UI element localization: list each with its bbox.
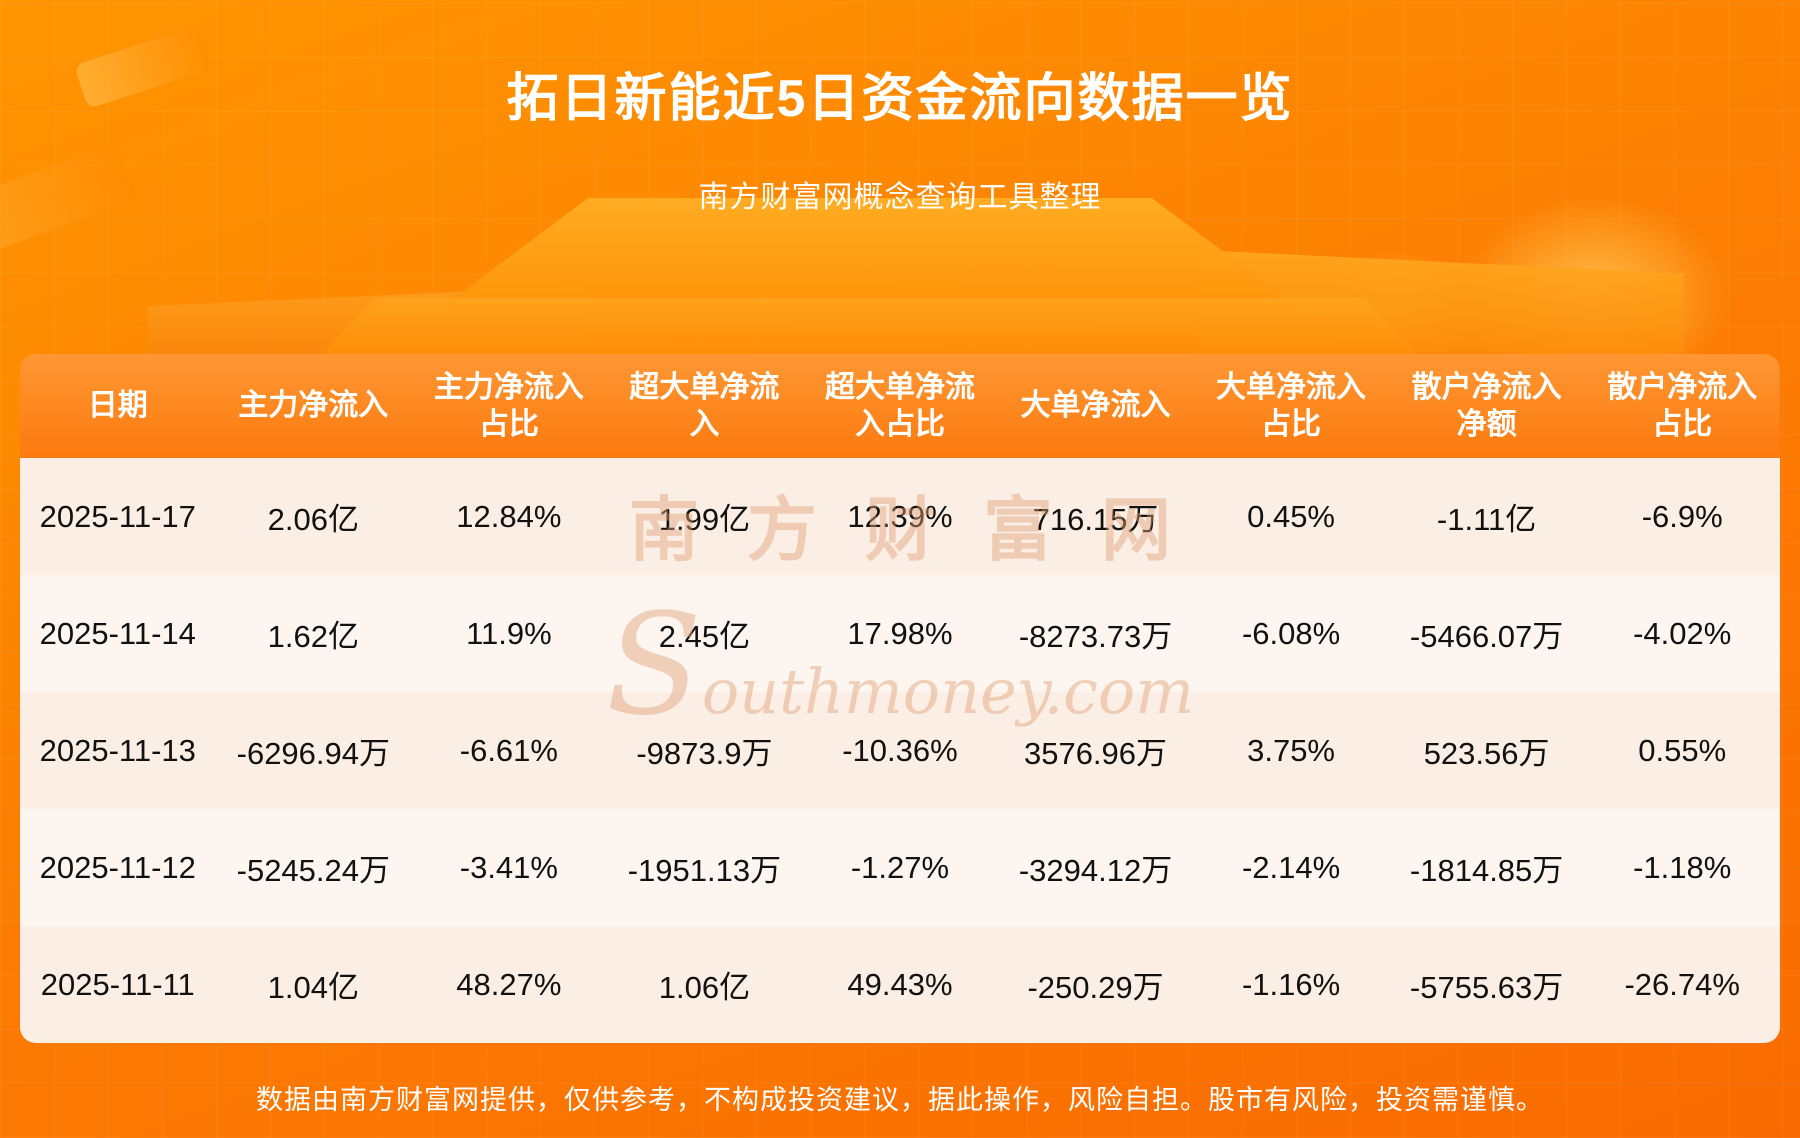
value-cell: -3294.12万 bbox=[1018, 853, 1173, 888]
value-cell: -1.11亿 bbox=[1436, 502, 1537, 537]
value-cell: 716.15万 bbox=[1032, 502, 1159, 537]
disclaimer-text: 数据由南方财富网提供，仅供参考，不构成投资建议，据此操作，风险自担。股市有风险，… bbox=[256, 1085, 1544, 1115]
decor-podium-right bbox=[1198, 250, 1684, 358]
value-cell: -1814.85万 bbox=[1409, 853, 1564, 888]
date-cell: 2025-11-17 bbox=[39, 498, 196, 534]
value-cell: 523.56万 bbox=[1423, 736, 1550, 771]
value-cell: 0.45% bbox=[1247, 498, 1335, 534]
decor-podium-center-base bbox=[320, 298, 1420, 356]
value-cell: -1.18% bbox=[1633, 849, 1732, 885]
value-cell: 17.98% bbox=[847, 615, 953, 651]
column-header: 超大单净流入占比 bbox=[824, 370, 975, 442]
column-header: 大单净流入占比 bbox=[1216, 370, 1367, 442]
table-row: 2025-11-14 1.62亿 11.9% 2.45亿 17.98% -8273.73万… bbox=[20, 575, 1780, 692]
value-cell: -5245.24万 bbox=[236, 853, 391, 888]
value-cell: -1951.13万 bbox=[627, 853, 782, 888]
value-cell: 12.39% bbox=[847, 498, 953, 534]
table-row: 2025-11-13 -6296.94万 -6.61% -9873.9万 -10.36%… bbox=[20, 692, 1780, 809]
value-cell: 1.04亿 bbox=[267, 970, 359, 1005]
value-cell: 2.45亿 bbox=[658, 619, 751, 654]
value-cell: -3.41% bbox=[459, 849, 558, 885]
table-row: 2025-11-12 -5245.24万 -3.41% -1951.13万 -1.27%… bbox=[20, 809, 1780, 926]
value-cell: -1.27% bbox=[850, 849, 950, 885]
table-head-row: 日期 主力净流入 主力净流入占比 超大单净流入 超大单净流入占比 大单净流入 大单净流入占比… bbox=[20, 354, 1780, 458]
value-cell: -5466.07万 bbox=[1409, 619, 1564, 654]
column-header: 大单净流入 bbox=[1020, 389, 1171, 423]
decor-podium-left bbox=[148, 286, 586, 358]
fund-flow-table: 日期 主力净流入 主力净流入占比 超大单净流入 超大单净流入占比 大单净流入 大单净流入占比… bbox=[20, 354, 1780, 1043]
table-row: 2025-11-17 2.06亿 12.84% 1.99亿 12.39% 716.15万 0… bbox=[20, 458, 1780, 575]
value-cell: 0.55% bbox=[1638, 732, 1727, 768]
value-cell: 1.62亿 bbox=[267, 619, 359, 654]
value-cell: -10.36% bbox=[842, 732, 958, 768]
value-cell: -1.16% bbox=[1241, 966, 1341, 1002]
value-cell: 11.9% bbox=[466, 615, 552, 651]
column-header: 日期 bbox=[87, 389, 148, 423]
column-header: 主力净流入 bbox=[238, 389, 389, 423]
value-cell: -6.9% bbox=[1641, 498, 1723, 534]
value-cell: 49.43% bbox=[847, 966, 953, 1002]
date-cell: 2025-11-13 bbox=[39, 732, 196, 768]
value-cell: 1.99亿 bbox=[658, 502, 751, 537]
value-cell: -26.74% bbox=[1624, 966, 1740, 1002]
value-cell: 2.06亿 bbox=[267, 502, 359, 537]
value-cell: -5755.63万 bbox=[1409, 970, 1564, 1005]
column-header: 散户净流入净额 bbox=[1411, 370, 1562, 442]
value-cell: 3.75% bbox=[1247, 732, 1335, 768]
page-title: 拓日新能近5日资金流向数据一览 bbox=[506, 70, 1294, 128]
date-cell: 2025-11-12 bbox=[39, 849, 196, 885]
value-cell: -6.08% bbox=[1241, 615, 1341, 651]
value-cell: -8273.73万 bbox=[1018, 619, 1173, 654]
value-cell: -6296.94万 bbox=[236, 736, 391, 771]
column-header: 散户净流入占比 bbox=[1607, 370, 1758, 442]
table-body: 2025-11-17 2.06亿 12.84% 1.99亿 12.39% 716.15万 0… bbox=[20, 458, 1780, 1043]
value-cell: 12.84% bbox=[456, 498, 562, 534]
value-cell: -250.29万 bbox=[1027, 970, 1164, 1005]
date-cell: 2025-11-11 bbox=[40, 966, 195, 1002]
date-cell: 2025-11-14 bbox=[39, 615, 196, 651]
column-header: 主力净流入占比 bbox=[433, 370, 584, 442]
value-cell: -6.61% bbox=[459, 732, 558, 768]
value-cell: 3576.96万 bbox=[1023, 736, 1168, 771]
value-cell: -4.02% bbox=[1633, 615, 1732, 651]
column-header: 超大单净流入 bbox=[629, 370, 780, 442]
value-cell: 1.06亿 bbox=[658, 970, 751, 1005]
data-table: 日期 主力净流入 主力净流入占比 超大单净流入 超大单净流入占比 大单净流入 大单净流入占比… bbox=[20, 354, 1780, 1043]
value-cell: -2.14% bbox=[1241, 849, 1341, 885]
table-row: 2025-11-11 1.04亿 48.27% 1.06亿 49.43% -250.29万… bbox=[20, 926, 1780, 1043]
page-subtitle: 南方财富网概念查询工具整理 bbox=[698, 181, 1102, 214]
value-cell: 48.27% bbox=[456, 966, 562, 1002]
value-cell: -9873.9万 bbox=[636, 736, 773, 771]
decor-glow-center-right bbox=[1320, 250, 1470, 370]
